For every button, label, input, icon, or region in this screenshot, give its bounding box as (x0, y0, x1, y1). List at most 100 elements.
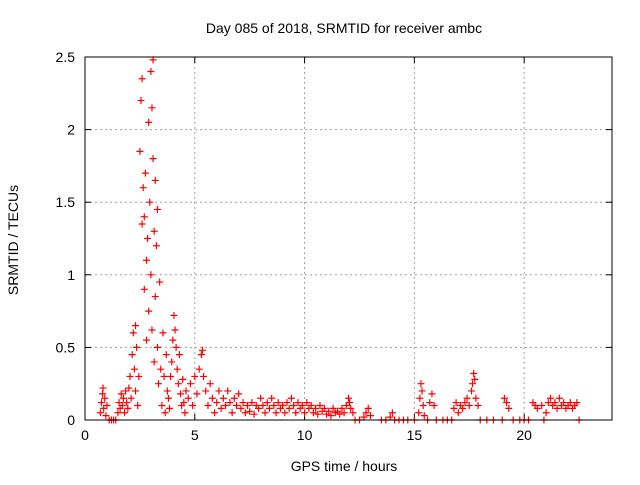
data-point (505, 404, 513, 412)
x-tick-label: 10 (297, 427, 313, 443)
data-point (103, 401, 111, 409)
data-point (147, 271, 155, 279)
data-point (420, 412, 428, 420)
data-point (239, 399, 247, 407)
data-point (159, 329, 167, 337)
data-point (538, 401, 546, 409)
data-point (145, 307, 153, 315)
data-point (164, 394, 172, 402)
x-axis-label: GPS time / hours (291, 458, 398, 474)
y-axis-label: SRMTID / TECUs (5, 185, 21, 295)
data-point (211, 409, 219, 417)
data-point (320, 404, 328, 412)
data-point (132, 322, 140, 330)
data-point (292, 409, 300, 417)
data-point (272, 409, 280, 417)
data-point (261, 409, 269, 417)
data-point (551, 399, 559, 407)
y-tick-label: 1 (67, 267, 75, 283)
data-point (148, 326, 156, 334)
data-point (452, 399, 460, 407)
data-point (325, 407, 333, 415)
data-point (138, 75, 146, 83)
data-point (243, 401, 251, 409)
data-point (547, 394, 555, 402)
data-point (471, 375, 479, 383)
data-point (117, 390, 125, 398)
data-point (285, 404, 293, 412)
data-point (428, 390, 436, 398)
data-point (465, 401, 473, 409)
data-point (222, 401, 230, 409)
data-point (345, 394, 352, 402)
data-point (364, 404, 372, 412)
data-point (162, 351, 170, 359)
data-point (99, 384, 107, 392)
data-point (219, 394, 227, 402)
data-point (161, 409, 169, 417)
data-point (114, 409, 122, 417)
data-point (347, 404, 355, 412)
data-point (283, 399, 291, 407)
data-point (146, 198, 154, 206)
data-point (158, 401, 166, 409)
data-point (217, 404, 225, 412)
data-point (134, 401, 142, 409)
data-point (461, 399, 469, 407)
data-point (186, 380, 194, 388)
data-point (472, 394, 480, 402)
data-point (418, 387, 426, 395)
y-tick-label: 1.5 (56, 194, 76, 210)
y-tick-label: 2.5 (56, 49, 76, 65)
data-point (469, 380, 477, 388)
data-point (121, 409, 129, 417)
data-point (338, 404, 346, 412)
data-point (130, 365, 138, 373)
data-point (294, 399, 302, 407)
grid-lines (85, 57, 612, 420)
data-point (279, 401, 287, 409)
data-point (360, 413, 368, 421)
data-point (101, 394, 109, 402)
data-point (155, 380, 163, 388)
data-point (171, 326, 179, 334)
data-point (386, 413, 394, 421)
data-point (503, 399, 511, 407)
data-point (202, 387, 210, 395)
data-point (175, 351, 183, 359)
y-tick-label: 2 (67, 122, 75, 138)
data-point (157, 365, 165, 373)
data-point (195, 365, 203, 373)
data-point (182, 387, 190, 395)
data-point (148, 104, 156, 112)
data-point (173, 365, 181, 373)
data-point (139, 184, 147, 192)
data-point (153, 343, 161, 351)
chart-title: Day 085 of 2018, SRMTID for receiver amb… (206, 20, 482, 36)
data-point (246, 407, 254, 415)
data-point (145, 118, 153, 126)
data-point (215, 387, 223, 395)
data-point (127, 394, 135, 402)
data-point (346, 399, 354, 407)
data-point (259, 401, 267, 409)
x-tick-label: 15 (407, 427, 423, 443)
data-point (149, 56, 157, 64)
data-point (257, 394, 265, 402)
x-tick-label: 0 (81, 427, 89, 443)
data-point (125, 384, 133, 392)
data-point (153, 205, 161, 213)
data-point (166, 404, 174, 412)
data-point (254, 404, 262, 412)
data-point (126, 372, 134, 380)
data-point (474, 401, 482, 409)
data-point (533, 404, 541, 412)
data-point (366, 412, 374, 420)
data-point (140, 285, 148, 293)
data-point (233, 401, 241, 409)
data-point (459, 404, 467, 412)
y-tick-label: 0 (67, 412, 75, 428)
data-point (340, 409, 348, 417)
